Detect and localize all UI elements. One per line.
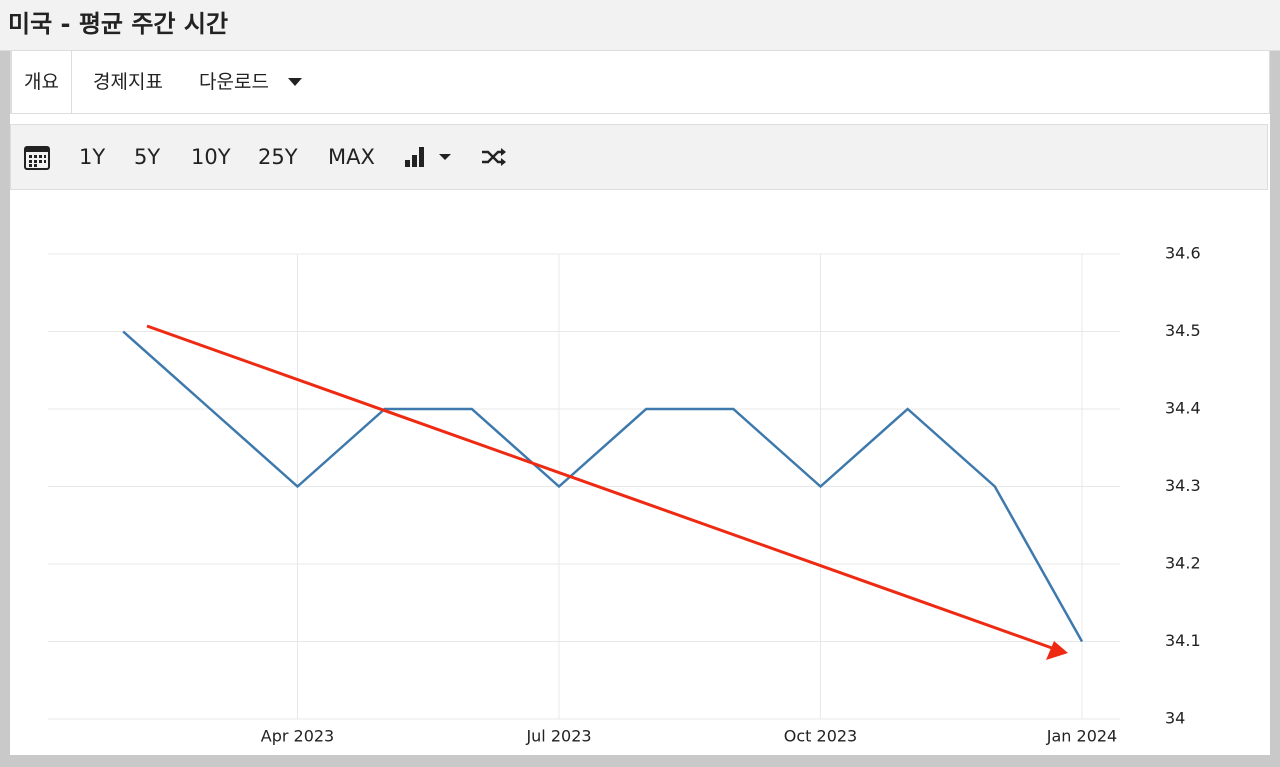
x-tick-label: Jul 2023 bbox=[525, 727, 591, 746]
y-tick-label: 34.4 bbox=[1165, 399, 1201, 418]
y-tick-label: 34.2 bbox=[1165, 554, 1201, 573]
tab[interactable]: 개요 bbox=[11, 51, 72, 113]
data-line bbox=[122, 330, 1084, 643]
range-button[interactable]: 1Y bbox=[79, 145, 106, 169]
y-tick-label: 34.6 bbox=[1165, 244, 1201, 263]
calendar-icon[interactable] bbox=[24, 145, 50, 171]
page-title: 미국 - 평균 주간 시간 bbox=[8, 10, 229, 38]
shuffle-icon[interactable] bbox=[481, 146, 507, 168]
tab[interactable]: 다운로드 bbox=[199, 71, 269, 93]
tab-bar: 개요 경제지표 다운로드 bbox=[10, 51, 1270, 114]
x-tick-label: Jan 2024 bbox=[1046, 727, 1117, 746]
y-tick-label: 34.3 bbox=[1165, 476, 1201, 495]
tab[interactable]: 경제지표 bbox=[93, 71, 163, 93]
range-button[interactable]: 10Y bbox=[191, 145, 231, 169]
y-tick-label: 34.5 bbox=[1165, 321, 1201, 340]
arrow-head bbox=[1046, 641, 1068, 660]
dropdown-caret[interactable] bbox=[288, 78, 302, 86]
range-button[interactable]: 5Y bbox=[134, 145, 161, 169]
trend-arrow bbox=[146, 324, 1053, 650]
range-button[interactable]: MAX bbox=[328, 145, 375, 169]
x-tick-label: Oct 2023 bbox=[784, 727, 857, 746]
toolbar: 1Y 5Y 10Y 25Y MAX bbox=[10, 124, 1268, 190]
x-tick-label: Apr 2023 bbox=[261, 727, 334, 746]
range-button[interactable]: 25Y bbox=[258, 145, 298, 169]
title-bar: 미국 - 평균 주간 시간 bbox=[0, 0, 1280, 51]
chart-type-icon[interactable] bbox=[405, 146, 455, 168]
y-tick-label: 34.1 bbox=[1165, 631, 1201, 650]
y-tick-label: 34 bbox=[1165, 709, 1185, 728]
